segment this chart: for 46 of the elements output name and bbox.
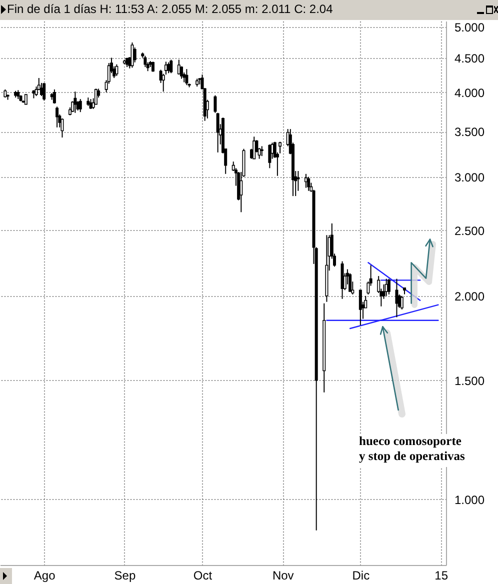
y-tick-label: 3.500: [454, 125, 485, 140]
candlestick: [180, 66, 184, 80]
candlestick: [78, 98, 82, 113]
candlestick: [133, 46, 136, 63]
candlestick: [177, 59, 180, 76]
x-tick-label: Dic: [352, 568, 370, 582]
candlestick: [395, 278, 398, 318]
candlestick: [307, 176, 310, 192]
y-tick-label: 3.000: [454, 170, 485, 184]
chart-title: Fin de día 1 días H: 11:53 A: 2.055 M: 2.055 m: 2.011 C: 2.04: [7, 2, 334, 16]
y-tick-label: 5.000: [454, 20, 485, 34]
candlestick: [115, 64, 118, 76]
candlestick: [74, 91, 77, 114]
candlestick: [24, 94, 28, 105]
y-tick-label: 2.000: [454, 289, 485, 304]
x-tick-label: Oct: [193, 568, 213, 582]
candlestick: [260, 146, 264, 157]
candlestick: [348, 272, 352, 292]
annotation: hueco comosoporte y stop de operativas: [359, 434, 466, 463]
y-tick-label: 4.000: [454, 86, 485, 100]
candlestick: [151, 61, 154, 72]
candlestick: [42, 82, 46, 102]
candlestick: [214, 94, 217, 114]
y-tick-label: 2.500: [454, 224, 485, 238]
x-tick-label: Sep: [114, 568, 136, 582]
candlestick: [34, 86, 38, 97]
candlestick: [130, 42, 134, 68]
candlestick: [252, 136, 256, 160]
candlestick: [56, 106, 59, 128]
candlestick: [400, 295, 404, 310]
candlestick: [60, 118, 64, 138]
candlestick: [216, 112, 220, 153]
candlestick: [268, 144, 272, 169]
y-tick-label: 1.500: [454, 374, 485, 388]
x-tick-label: Ago: [34, 568, 56, 582]
x-tick-label: Nov: [272, 568, 294, 582]
x-tick-label: 15: [434, 568, 448, 582]
candlestick: [144, 55, 147, 68]
y-tick-label: 1.000: [454, 492, 485, 507]
y-tick-label: 4.500: [454, 51, 485, 66]
candlestick: [52, 88, 56, 104]
candlestick: [170, 59, 173, 74]
candlestick: [94, 88, 98, 105]
candlestick: [185, 68, 188, 86]
candlestick: [387, 278, 390, 295]
candlestick: [358, 290, 362, 326]
